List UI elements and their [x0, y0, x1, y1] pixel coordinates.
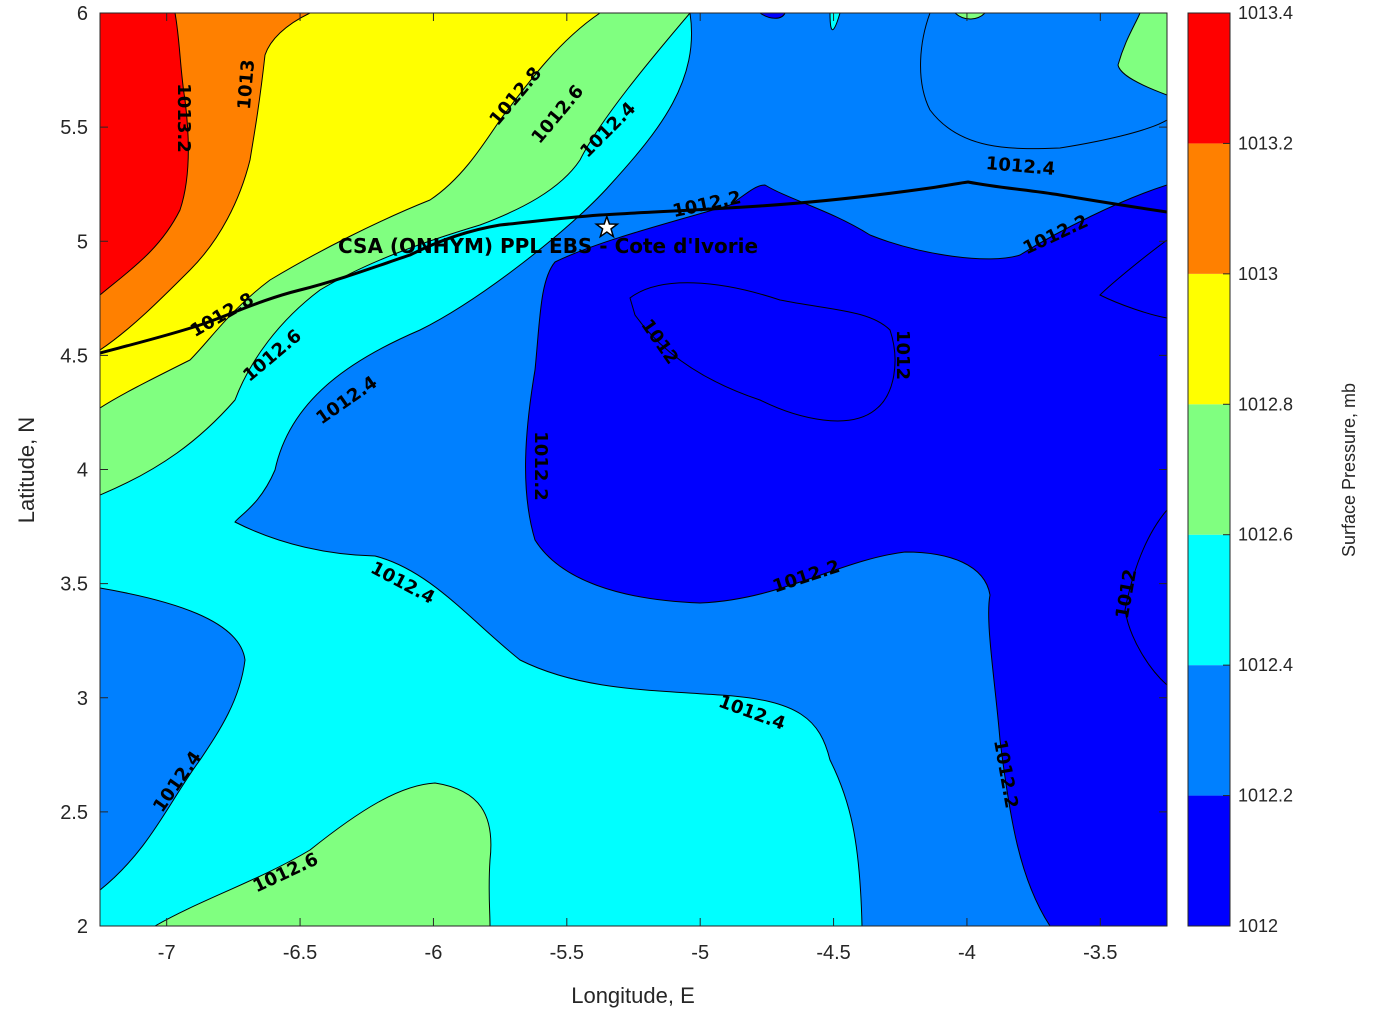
colorbar-swatch — [1188, 534, 1230, 666]
colorbar-swatch — [1188, 273, 1230, 405]
x-tick-label: -5 — [691, 942, 709, 964]
colorbar-tick-label: 1012.6 — [1238, 525, 1293, 545]
site-annotation: CSA (ONHYM) PPL EBS - Cote d'Ivorie — [338, 234, 758, 258]
contour-label: 1012.2 — [530, 431, 551, 500]
band-1012-main — [525, 184, 1167, 926]
colorbar-swatch — [1188, 795, 1230, 926]
x-tick-label: -7 — [158, 942, 176, 964]
colorbar-tick-label: 1012.4 — [1238, 655, 1293, 675]
contour-label: 1013 — [234, 59, 259, 111]
y-axis-ticks: 2 2.5 3 3.5 4 4.5 5 5.5 6 — [60, 3, 1167, 938]
coastline — [100, 180, 1167, 355]
contour-1012-loop — [629, 282, 896, 422]
colorbar-tick-label: 1012 — [1238, 916, 1278, 936]
colorbar-tick-label: 1013 — [1238, 264, 1278, 284]
colorbar-frame — [1187, 12, 1231, 927]
band-1012.6-topright — [1117, 13, 1167, 96]
x-tick-label: -4.5 — [816, 942, 850, 964]
band-1012.6-bottom — [154, 782, 492, 926]
colorbar-tick-label: 1013.2 — [1238, 133, 1293, 153]
y-tick-label: 5.5 — [60, 117, 88, 139]
colorbar-tick-label: 1013.4 — [1238, 3, 1293, 23]
contour-1012-right-b — [1124, 509, 1167, 686]
y-tick-label: 5 — [77, 231, 88, 253]
contour-label: 1013.2 — [173, 83, 194, 152]
x-axis-label: Longitude, E — [571, 983, 695, 1008]
y-tick-label: 2.5 — [60, 802, 88, 824]
band-1012.2-left — [100, 587, 246, 891]
y-tick-label: 4 — [77, 460, 88, 482]
y-tick-label: 2 — [77, 916, 88, 938]
contour-1012-right-a — [1099, 239, 1167, 319]
x-tick-label: -6 — [425, 942, 443, 964]
x-tick-label: -4 — [958, 942, 976, 964]
colorbar-ticks: 1012 1012.2 1012.4 1012.6 1012.8 1013 1013.2 10… — [1223, 3, 1293, 936]
x-tick-label: -6.5 — [283, 942, 317, 964]
colorbar-swatch — [1188, 665, 1230, 796]
y-tick-label: 3.5 — [60, 574, 88, 596]
colorbar — [1187, 12, 1231, 927]
band-1013.2 — [100, 13, 189, 296]
x-axis-ticks: -7 -6.5 -6 -5.5 -5 -4.5 -4 -3.5 — [158, 13, 1118, 964]
colorbar-swatch — [1188, 13, 1230, 144]
contour-label: 1012 — [892, 330, 913, 380]
site-star-marker — [594, 214, 620, 239]
colorbar-tick-label: 1012.2 — [1238, 786, 1293, 806]
y-tick-label: 6 — [77, 3, 88, 25]
y-tick-label: 3 — [77, 688, 88, 710]
x-tick-label: -3.5 — [1083, 942, 1117, 964]
colorbar-tick-label: 1012.8 — [1238, 394, 1293, 414]
colorbar-swatch — [1188, 404, 1230, 535]
colorbar-label: Surface Pressure, mb — [1339, 383, 1359, 557]
y-tick-label: 4.5 — [60, 345, 88, 367]
x-tick-label: -5.5 — [550, 942, 584, 964]
y-axis-label: Latitude, N — [14, 417, 39, 523]
colorbar-swatch — [1188, 143, 1230, 274]
plot-area — [100, 13, 1167, 926]
